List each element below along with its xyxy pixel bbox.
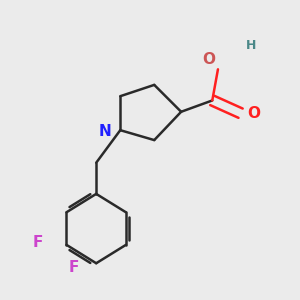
Text: F: F — [68, 260, 79, 275]
Text: F: F — [33, 235, 44, 250]
Text: O: O — [248, 106, 261, 121]
Text: H: H — [246, 39, 256, 52]
Text: N: N — [98, 124, 111, 139]
Text: O: O — [202, 52, 215, 67]
